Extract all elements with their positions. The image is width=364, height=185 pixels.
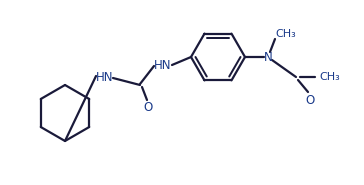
Text: CH₃: CH₃ — [320, 72, 340, 82]
Text: O: O — [143, 100, 153, 114]
Text: O: O — [305, 93, 314, 107]
Text: HN: HN — [154, 58, 172, 71]
Text: CH₃: CH₃ — [276, 29, 296, 39]
Text: N: N — [264, 51, 272, 63]
Text: HN: HN — [96, 70, 114, 83]
